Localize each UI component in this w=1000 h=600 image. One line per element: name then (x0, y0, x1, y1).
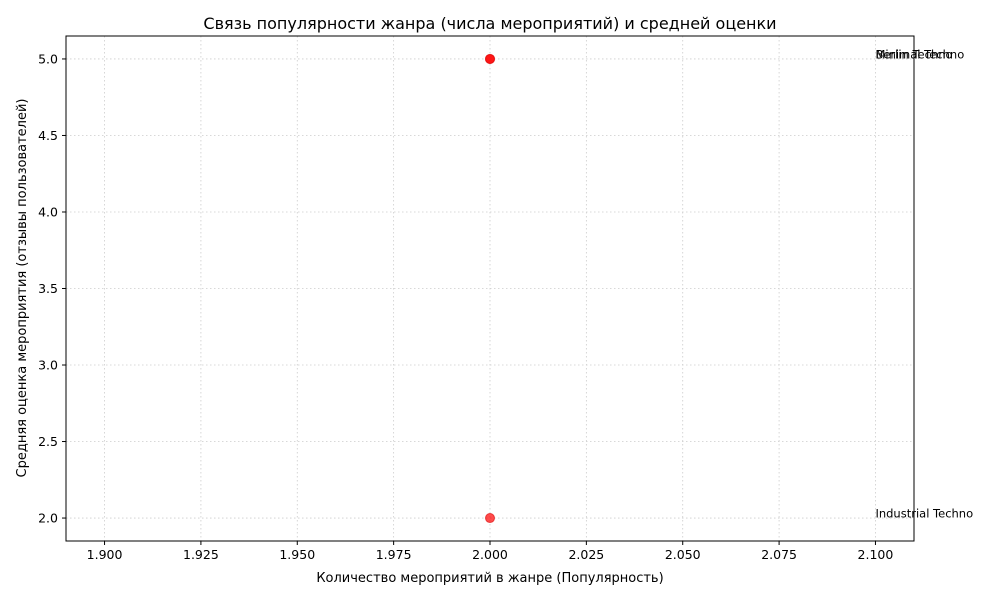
x-axis-label: Количество мероприятий в жанре (Популярн… (316, 571, 663, 586)
x-tick-label: 2.075 (761, 547, 797, 562)
y-tick-label: 3.5 (38, 281, 58, 296)
x-tick-label: 2.025 (568, 547, 604, 562)
y-tick-label: 4.0 (38, 204, 58, 219)
x-tick-label: 1.925 (183, 547, 219, 562)
x-tick-label: 2.000 (472, 547, 508, 562)
x-tick-label: 1.975 (376, 547, 412, 562)
chart-title: Связь популярности жанра (числа мероприя… (203, 14, 776, 33)
data-points (485, 53, 495, 524)
y-axis-ticks: 2.0 2.5 3.0 3.5 4.0 4.5 5.0 (38, 51, 66, 526)
grid (66, 36, 914, 541)
x-tick-label: 2.100 (858, 547, 894, 562)
point-annotation: Berlin Techno (875, 47, 952, 61)
y-tick-label: 3.0 (38, 358, 58, 373)
y-axis-label: Средняя оценка мероприятия (отзывы польз… (15, 99, 30, 478)
point-annotation: Minimal Techno (875, 47, 964, 61)
y-tick-label: 4.5 (38, 128, 58, 143)
y-tick-label: 2.0 (38, 511, 58, 526)
x-tick-label: 2.050 (665, 547, 701, 562)
y-tick-label: 2.5 (38, 434, 58, 449)
data-point (485, 53, 495, 64)
y-tick-label: 5.0 (38, 51, 58, 66)
x-axis-ticks: 1.900 1.925 1.950 1.975 2.000 2.025 2.050 2.075… (87, 541, 894, 562)
data-point (485, 513, 495, 524)
x-tick-label: 1.950 (279, 547, 315, 562)
x-tick-label: 1.900 (87, 547, 123, 562)
point-annotation: Industrial Techno (875, 507, 973, 521)
